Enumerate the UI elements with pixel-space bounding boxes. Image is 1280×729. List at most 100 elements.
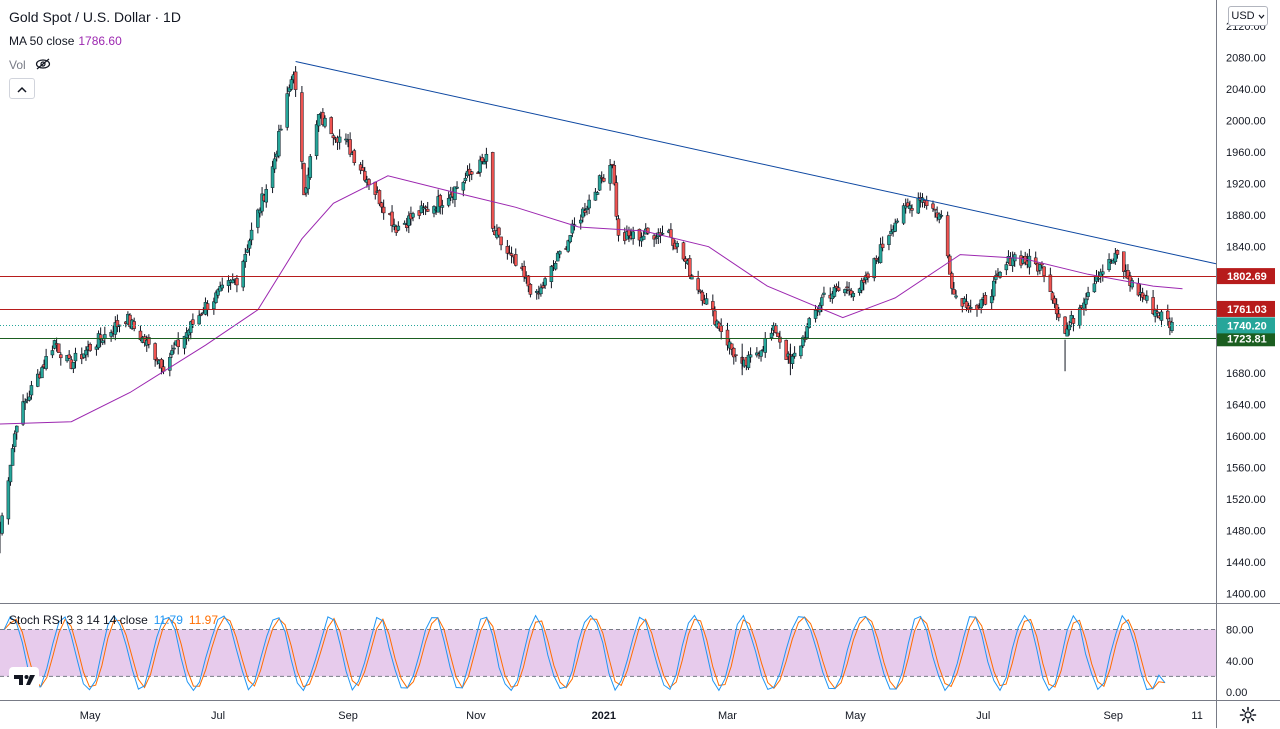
candle	[583, 202, 587, 217]
candle-body	[117, 324, 122, 327]
candle-body	[1057, 313, 1061, 318]
candle	[1155, 304, 1160, 319]
candle-body	[1115, 250, 1120, 255]
candle-body	[390, 211, 394, 227]
candle	[952, 282, 956, 295]
candle	[256, 208, 260, 234]
candle-body	[243, 254, 248, 263]
candle	[279, 124, 283, 131]
gear-icon[interactable]	[1239, 706, 1257, 724]
candle	[759, 350, 763, 362]
candle-body	[1067, 324, 1071, 331]
candle	[478, 155, 482, 177]
candle-body	[153, 343, 157, 360]
candle-body	[497, 227, 501, 236]
time-tick-label: May	[80, 710, 101, 722]
candle-body	[172, 347, 176, 350]
ma-50-line	[0, 175, 1183, 425]
candle	[40, 365, 44, 379]
candle-body	[329, 117, 334, 135]
candle	[937, 212, 942, 224]
candle-body	[790, 356, 795, 364]
candle	[402, 220, 407, 225]
ma-legend[interactable]: MA 50 close 1786.60	[9, 34, 122, 48]
candle	[381, 199, 386, 220]
candle-body	[484, 153, 489, 162]
candle	[660, 225, 665, 236]
stoch-tick-label: 0.00	[1226, 687, 1247, 699]
candle	[363, 166, 367, 183]
candle-body	[109, 332, 113, 337]
candle	[50, 345, 55, 359]
candle	[698, 289, 702, 294]
candle	[490, 151, 495, 233]
candle-body	[304, 187, 308, 194]
candle	[1115, 249, 1120, 259]
currency-selector[interactable]: USD	[1228, 6, 1268, 26]
candle	[8, 464, 13, 486]
candle	[344, 133, 348, 145]
candle	[947, 254, 952, 275]
candle-body	[534, 290, 539, 293]
candle-body	[446, 197, 451, 206]
candle-body	[170, 350, 174, 355]
candle-body	[396, 225, 401, 231]
candle-body	[96, 333, 101, 349]
candle-body	[1071, 318, 1076, 324]
candle-body	[306, 174, 310, 190]
candle	[893, 218, 897, 233]
candle	[499, 236, 503, 251]
candle	[153, 342, 157, 367]
candle-body	[308, 156, 313, 178]
candle-body	[1004, 264, 1009, 271]
eye-off-icon[interactable]	[35, 58, 51, 73]
price-tick-label: 1960.00	[1226, 147, 1266, 159]
candle	[595, 191, 600, 195]
candle-body	[1086, 292, 1090, 297]
candle	[329, 116, 334, 135]
candle-body	[568, 235, 573, 243]
candle	[950, 271, 954, 295]
candle-body	[218, 286, 222, 292]
candle-body	[1101, 271, 1105, 275]
candle	[597, 174, 602, 191]
candle-body	[696, 278, 700, 291]
candle	[10, 444, 15, 466]
candle-body	[994, 275, 998, 280]
collapse-legend-button[interactable]	[9, 78, 35, 99]
candle-body	[302, 163, 306, 196]
price-tag-text: 1740.20	[1227, 320, 1267, 332]
candle-body	[541, 285, 545, 288]
candle-body	[1077, 307, 1082, 326]
candle-body	[908, 205, 912, 210]
candle	[463, 172, 468, 184]
candle-body	[732, 347, 736, 358]
tradingview-logo-icon[interactable]	[9, 667, 39, 691]
candle	[497, 226, 501, 238]
candle	[373, 181, 378, 200]
candle-body	[264, 189, 269, 203]
candle-body	[1027, 255, 1032, 268]
candle-body	[381, 206, 386, 214]
candle-body	[277, 131, 281, 157]
candle-body	[713, 310, 717, 325]
volume-legend[interactable]: Vol	[9, 58, 51, 73]
candle	[407, 211, 411, 234]
candle-body	[843, 289, 847, 294]
symbol-title[interactable]: Gold Spot / U.S. Dollar · 1D	[9, 9, 181, 25]
candle	[637, 228, 642, 247]
main-price-pane[interactable]	[0, 60, 1217, 554]
candle	[845, 281, 849, 295]
candle	[302, 162, 306, 196]
stoch-rsi-pane[interactable]	[0, 614, 1216, 692]
candle	[773, 323, 778, 334]
candle-body	[570, 223, 575, 234]
candle	[115, 314, 120, 333]
price-tick-label: 1440.00	[1226, 557, 1266, 569]
candle	[272, 152, 277, 173]
candle-body	[813, 309, 818, 319]
stoch-rsi-legend[interactable]: Stoch RSI 3 3 14 14 close 11.79 11.97	[9, 613, 218, 627]
candle-body	[407, 215, 411, 226]
candle	[247, 238, 252, 256]
